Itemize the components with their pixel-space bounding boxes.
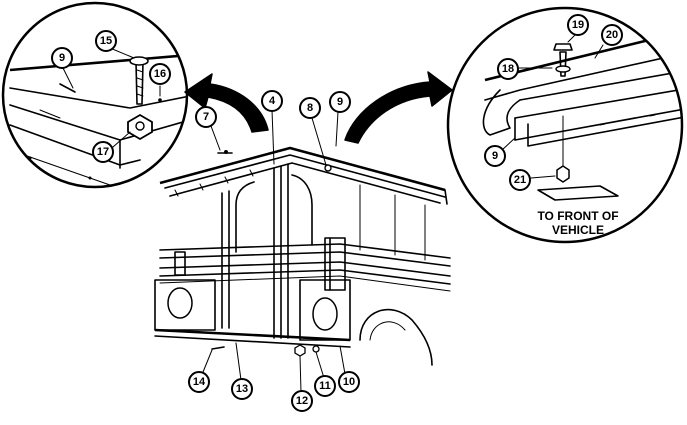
svg-text:19: 19 [572,19,584,31]
svg-text:21: 21 [514,174,526,186]
callout-12: 12 [291,390,313,412]
left-detail-border [1,1,189,189]
note-line-2: VEHICLE [552,223,604,237]
callout-7: 7 [195,106,217,128]
svg-text:14: 14 [193,376,206,388]
svg-text:12: 12 [296,395,308,407]
callout-8: 8 [299,97,321,119]
svg-text:9: 9 [59,52,65,64]
right-detail-view [446,6,684,244]
svg-text:9: 9 [492,150,498,162]
left-pointer-arrow [184,73,269,133]
callout-10: 10 [338,371,360,393]
leader-lines [200,109,346,393]
callout-16: 16 [149,63,171,85]
callout-21: 21 [509,169,531,191]
callout-19: 19 [567,14,589,36]
svg-text:4: 4 [269,95,276,107]
svg-text:10: 10 [343,376,355,388]
callout-17: 17 [92,141,114,163]
note-line-1: TO FRONT OF [537,209,618,223]
callout-11: 11 [314,375,336,397]
callout-14: 14 [188,371,210,393]
svg-text:11: 11 [319,380,331,392]
callout-9-left: 9 [51,47,73,69]
cargo-body-assembly [154,146,451,366]
right-pointer-arrow [344,71,453,144]
svg-text:9: 9 [337,96,343,108]
callout-4: 4 [261,90,283,112]
svg-text:18: 18 [502,63,514,75]
callout-9-main: 9 [329,91,351,113]
callout-15: 15 [95,30,117,52]
svg-text:15: 15 [100,35,112,47]
callout-9-right: 9 [484,145,506,167]
left-detail-view [1,1,189,189]
svg-text:7: 7 [203,111,209,123]
svg-text:16: 16 [154,68,166,80]
callout-13: 13 [231,378,253,400]
svg-text:20: 20 [606,29,618,41]
svg-text:13: 13 [236,383,248,395]
callout-20: 20 [601,24,623,46]
svg-text:17: 17 [97,146,109,158]
callout-18: 18 [497,58,519,80]
svg-text:8: 8 [307,102,313,114]
